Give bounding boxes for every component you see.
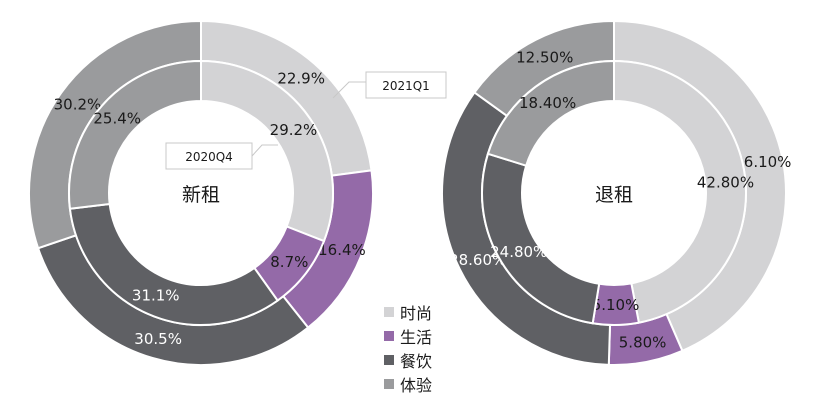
legend-swatch-experience xyxy=(384,379,394,389)
outer-ring-label-dining: 28.60% xyxy=(449,251,506,269)
inner-ring-callout-label: 2020Q4 xyxy=(185,150,233,164)
donut-chart-2: 36.10% 5.80% 28.60% 12.50% 42.80% 5.10% 24.80%… xyxy=(441,19,791,366)
legend-item-experience: 体验 xyxy=(384,372,432,396)
inner-ring-label-life: 5.10% xyxy=(592,296,640,314)
inner-ring-label-fashion: 29.2% xyxy=(270,121,318,139)
legend-label-fashion: 时尚 xyxy=(400,304,433,323)
legend-swatch-life xyxy=(384,331,394,341)
inner-ring-segment-experience xyxy=(486,59,615,167)
inner-ring-callout-leader xyxy=(251,144,278,157)
inner-ring-label-dining: 24.80% xyxy=(490,243,547,261)
outer-ring-callout-box xyxy=(365,71,447,99)
outer-ring-callout-label: 2021Q1 xyxy=(382,79,430,93)
outer-ring-label-fashion: 36.10% xyxy=(734,153,791,171)
inner-ring-callout-box xyxy=(165,142,253,170)
legend-label-life: 生活 xyxy=(400,328,433,347)
outer-ring-label-dining: 30.5% xyxy=(134,330,182,348)
center-label: 新租 xyxy=(182,184,220,206)
outer-ring-label-life: 5.80% xyxy=(619,333,667,351)
inner-ring-segment-dining xyxy=(68,202,279,326)
legend-label-dining: 餐饮 xyxy=(400,352,433,371)
outer-ring-label-fashion: 22.9% xyxy=(277,70,325,88)
inner-ring-label-life: 8.7% xyxy=(270,253,308,271)
outer-ring-callout-leader xyxy=(332,81,366,99)
outer-ring-label-experience: 12.50% xyxy=(516,49,573,67)
legend: 时尚 生活 餐饮 体验 xyxy=(384,300,432,396)
legend-swatch-dining xyxy=(384,355,394,365)
outer-ring-label-experience: 30.2% xyxy=(54,95,102,113)
donut-chart-1: 22.9% 16.4% 30.5% 30.2% 29.2% 8.7% 31.1% 25.4% 新… xyxy=(28,19,447,366)
inner-ring-segment-fashion xyxy=(613,59,747,324)
inner-ring-label-fashion: 42.80% xyxy=(697,173,754,191)
legend-label-experience: 体验 xyxy=(400,376,433,395)
inner-ring-label-experience: 18.40% xyxy=(519,94,576,112)
center-label: 退租 xyxy=(595,184,633,206)
inner-ring-label-experience: 25.4% xyxy=(93,110,141,128)
inner-ring-segment-experience xyxy=(68,59,202,210)
outer-ring-label-life: 16.4% xyxy=(318,241,366,259)
legend-item-life: 生活 xyxy=(384,324,432,348)
legend-item-dining: 餐饮 xyxy=(384,348,432,372)
legend-swatch-fashion xyxy=(384,307,394,317)
legend-item-fashion: 时尚 xyxy=(384,300,432,324)
inner-ring-label-dining: 31.1% xyxy=(132,286,180,304)
